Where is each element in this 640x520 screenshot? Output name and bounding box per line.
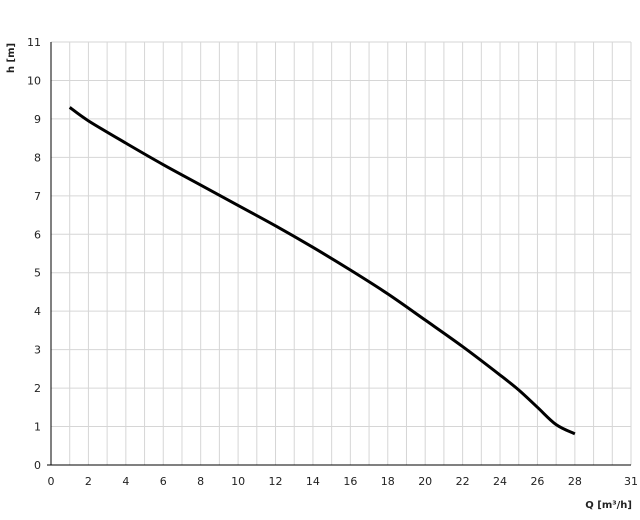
y-axis-label: h [m] [6,43,17,73]
y-tick-label: 1 [34,421,41,434]
tick-labels: 0 2 4 6 8 10 12 14 16 18 20 22 24 26 28 310123456789101… [27,36,638,488]
y-tick-label: 2 [34,382,41,395]
y-tick-label: 11 [27,36,41,49]
grid [51,41,632,465]
pump-curve-line [68,106,576,436]
x-tick-label: 8 [197,475,204,488]
y-tick-label: 8 [34,151,41,164]
x-tick-label: 31 [624,475,638,488]
x-tick-label: 0 [48,475,55,488]
x-tick-label: 26 [530,475,544,488]
y-tick-label: 10 [27,74,41,87]
x-tick-label: 28 [568,475,582,488]
y-tick-label: 7 [34,190,41,203]
y-tick-label: 6 [34,228,41,241]
x-tick-label: 12 [269,475,283,488]
x-tick-label: 4 [122,475,129,488]
x-tick-label: 10 [231,475,245,488]
x-tick-label: 16 [343,475,357,488]
x-tick-label: 18 [381,475,395,488]
y-tick-label: 9 [34,113,41,126]
x-tick-label: 24 [493,475,507,488]
x-tick-label: 2 [85,475,92,488]
series [68,106,576,436]
axes [47,42,631,466]
y-tick-label: 4 [34,305,41,318]
y-tick-label: 5 [34,267,41,280]
x-tick-label: 6 [160,475,167,488]
x-tick-label: 20 [418,475,432,488]
y-tick-label: 3 [34,344,41,357]
y-tick-label: 0 [34,459,41,472]
x-axis-label: Q [m³/h] [585,500,632,511]
x-tick-label: 22 [456,475,470,488]
x-tick-label: 14 [306,475,320,488]
